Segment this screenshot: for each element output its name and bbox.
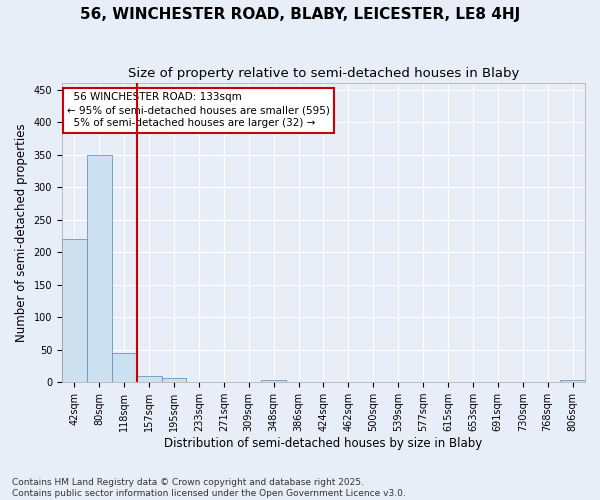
Text: 56 WINCHESTER ROAD: 133sqm
← 95% of semi-detached houses are smaller (595)
  5% : 56 WINCHESTER ROAD: 133sqm ← 95% of semi… (67, 92, 330, 128)
Title: Size of property relative to semi-detached houses in Blaby: Size of property relative to semi-detach… (128, 68, 519, 80)
Bar (137, 376, 161, 382)
Bar (560, 380, 585, 382)
Bar (112, 353, 137, 382)
X-axis label: Distribution of semi-detached houses by size in Blaby: Distribution of semi-detached houses by … (164, 437, 482, 450)
Bar (62, 239, 87, 382)
Text: 56, WINCHESTER ROAD, BLABY, LEICESTER, LE8 4HJ: 56, WINCHESTER ROAD, BLABY, LEICESTER, L… (80, 8, 520, 22)
Bar (87, 154, 112, 382)
Bar (161, 378, 187, 382)
Text: Contains HM Land Registry data © Crown copyright and database right 2025.
Contai: Contains HM Land Registry data © Crown c… (12, 478, 406, 498)
Bar (261, 380, 286, 382)
Y-axis label: Number of semi-detached properties: Number of semi-detached properties (15, 124, 28, 342)
